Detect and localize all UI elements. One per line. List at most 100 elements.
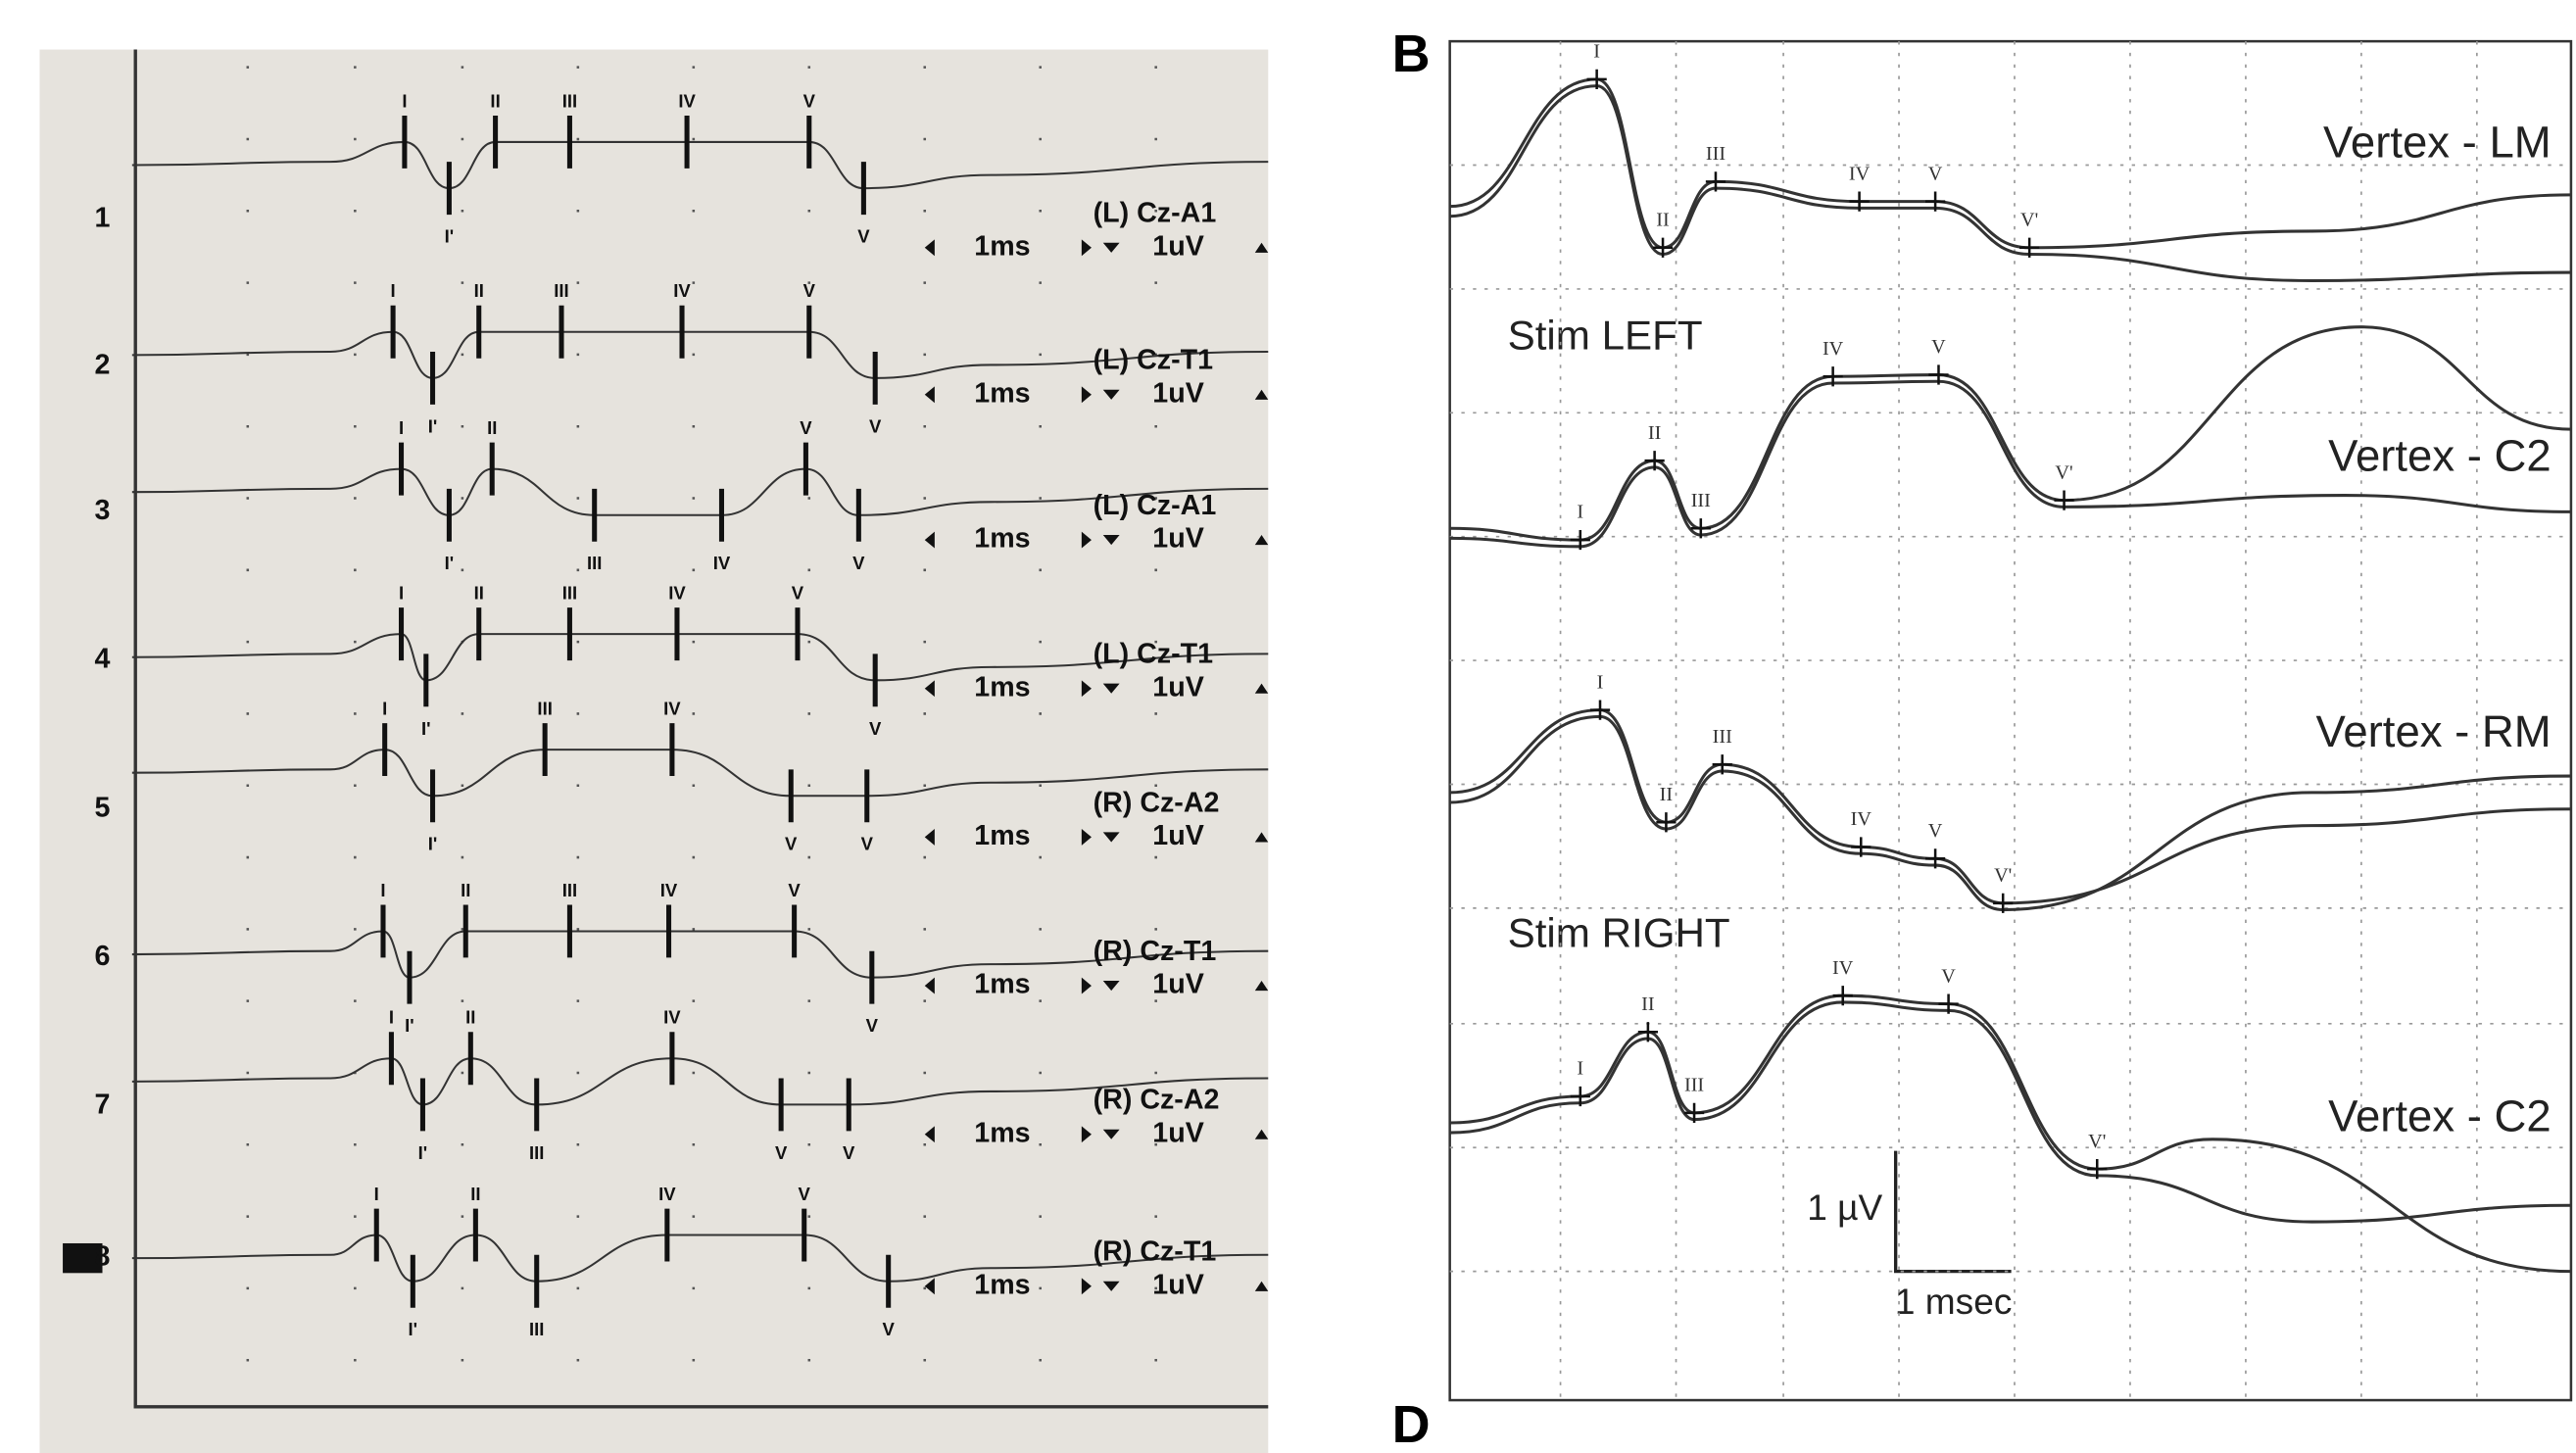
amp-scale: 1uV: [1152, 1117, 1204, 1148]
peak-label: III: [1706, 143, 1725, 165]
peak-label: III: [529, 1319, 544, 1339]
peak-label: IV: [1849, 163, 1871, 184]
peak-label: V: [861, 834, 874, 854]
peak-label: II: [1648, 422, 1662, 444]
panel-label: D: [1392, 1395, 1431, 1453]
peak-label: III: [587, 553, 602, 573]
time-scale: 1ms: [974, 1117, 1030, 1148]
peak-label: II: [490, 90, 500, 111]
peak-label: V: [788, 880, 801, 900]
peak-label: II: [1660, 784, 1674, 805]
peak-label: I': [445, 226, 455, 247]
peak-label: I: [399, 583, 404, 604]
peak-label: V: [792, 583, 804, 604]
peak-label: V: [1928, 820, 1943, 842]
trace-name: Vertex - RM: [2316, 706, 2552, 756]
peak-label: III: [1684, 1075, 1704, 1096]
peak-label: V: [1941, 965, 1956, 987]
peak-label: III: [529, 1142, 544, 1163]
peak-label: V: [799, 1184, 811, 1204]
peak-label: V: [857, 226, 870, 247]
peak-label: V: [866, 1015, 879, 1036]
peak-label: V: [800, 417, 812, 438]
peak-label: IV: [673, 280, 691, 301]
peak-label: IV: [1832, 957, 1854, 979]
row-number: 3: [95, 495, 111, 526]
channel-label: (R) Cz-T1: [1094, 936, 1217, 967]
trace-name: Vertex - C2: [2328, 1091, 2552, 1141]
peak-label: I: [1577, 1058, 1583, 1080]
peak-label: V: [869, 718, 882, 739]
peak-label: I: [399, 417, 404, 438]
peak-marker: [1656, 812, 1676, 832]
time-scale: 1ms: [974, 969, 1030, 1000]
time-scale: 1ms: [974, 1269, 1030, 1300]
peak-label: IV: [713, 553, 731, 573]
peak-label: V: [785, 834, 798, 854]
time-scale: 1ms: [974, 671, 1030, 702]
peak-label: V: [1931, 336, 1946, 358]
peak-label: II: [474, 280, 484, 301]
time-scale: 1ms: [974, 523, 1030, 555]
peak-label: I: [380, 880, 385, 900]
trace-name: Vertex - C2: [2328, 431, 2552, 481]
figure: B D 1 µV 1 msec Stim LEFT Stim RIGHT I I'…: [0, 0, 2576, 1453]
peak-label: I: [1577, 502, 1583, 523]
peak-label: IV: [668, 583, 686, 604]
peak-label: V': [2020, 209, 2038, 230]
peak-label: III: [562, 90, 577, 111]
peak-label: II: [461, 880, 470, 900]
peak-label: IV: [1823, 338, 1844, 360]
peak-label: I: [389, 1007, 394, 1028]
row-number: 4: [95, 644, 111, 675]
peak-label: I': [445, 553, 455, 573]
peak-label: III: [1713, 726, 1732, 748]
peak-label: III: [537, 699, 552, 719]
channel-label: (L) Cz-A1: [1094, 490, 1217, 521]
scale-time: 1 msec: [1895, 1281, 2012, 1322]
channel-label: (L) Cz-T1: [1094, 345, 1214, 376]
peak-label: I: [1597, 671, 1604, 693]
peak-label: II: [474, 583, 484, 604]
peak-label: V: [775, 1142, 788, 1163]
peak-label: V: [869, 415, 882, 436]
peak-label: V': [2088, 1131, 2106, 1152]
row-number: 2: [95, 350, 111, 381]
panel-label: B: [1392, 24, 1431, 83]
peak-label: IV: [1851, 808, 1872, 830]
peak-label: V: [843, 1142, 855, 1163]
channel-label: (R) Cz-A2: [1094, 787, 1220, 818]
row-number: 1: [95, 203, 111, 234]
peak-label: III: [1691, 490, 1711, 511]
channel-label: (L) Cz-T1: [1094, 639, 1214, 670]
peak-label: I': [405, 1015, 414, 1036]
peak-label: IV: [663, 1007, 681, 1028]
trace-name: Vertex - LM: [2323, 117, 2552, 167]
peak-label: I': [418, 1142, 428, 1163]
peak-label: II: [465, 1007, 475, 1028]
time-scale: 1ms: [974, 820, 1030, 851]
row-number: 7: [95, 1090, 111, 1121]
row-number: 8: [95, 1241, 111, 1273]
scale-amplitude: 1 µV: [1807, 1187, 1882, 1228]
peak-label: III: [562, 880, 577, 900]
stim-label: Stim LEFT: [1508, 313, 1703, 359]
stim-label: Stim RIGHT: [1508, 910, 1730, 956]
photo-background: [39, 50, 1268, 1453]
peak-label: I: [374, 1184, 379, 1204]
peak-label: V: [1928, 163, 1943, 184]
trace: [1450, 86, 2571, 281]
channel-label: (R) Cz-A2: [1094, 1085, 1220, 1116]
peak-label: II: [1641, 993, 1655, 1015]
time-scale: 1ms: [974, 230, 1030, 262]
peak-label: I: [382, 699, 387, 719]
peak-label: I: [402, 90, 407, 111]
amp-scale: 1uV: [1152, 230, 1204, 262]
peak-label: V: [852, 553, 865, 573]
scale-bar: [1896, 1151, 2012, 1272]
peak-label: IV: [663, 699, 681, 719]
peak-label: II: [470, 1184, 480, 1204]
amp-scale: 1uV: [1152, 1269, 1204, 1300]
peak-label: I': [428, 834, 438, 854]
peak-label: V: [803, 280, 816, 301]
